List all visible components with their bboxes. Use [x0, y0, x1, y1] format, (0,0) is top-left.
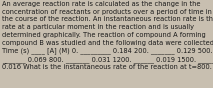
Text: An average reaction rate is calculated as the change in the
concentration of rea: An average reaction rate is calculated a… — [2, 1, 213, 70]
